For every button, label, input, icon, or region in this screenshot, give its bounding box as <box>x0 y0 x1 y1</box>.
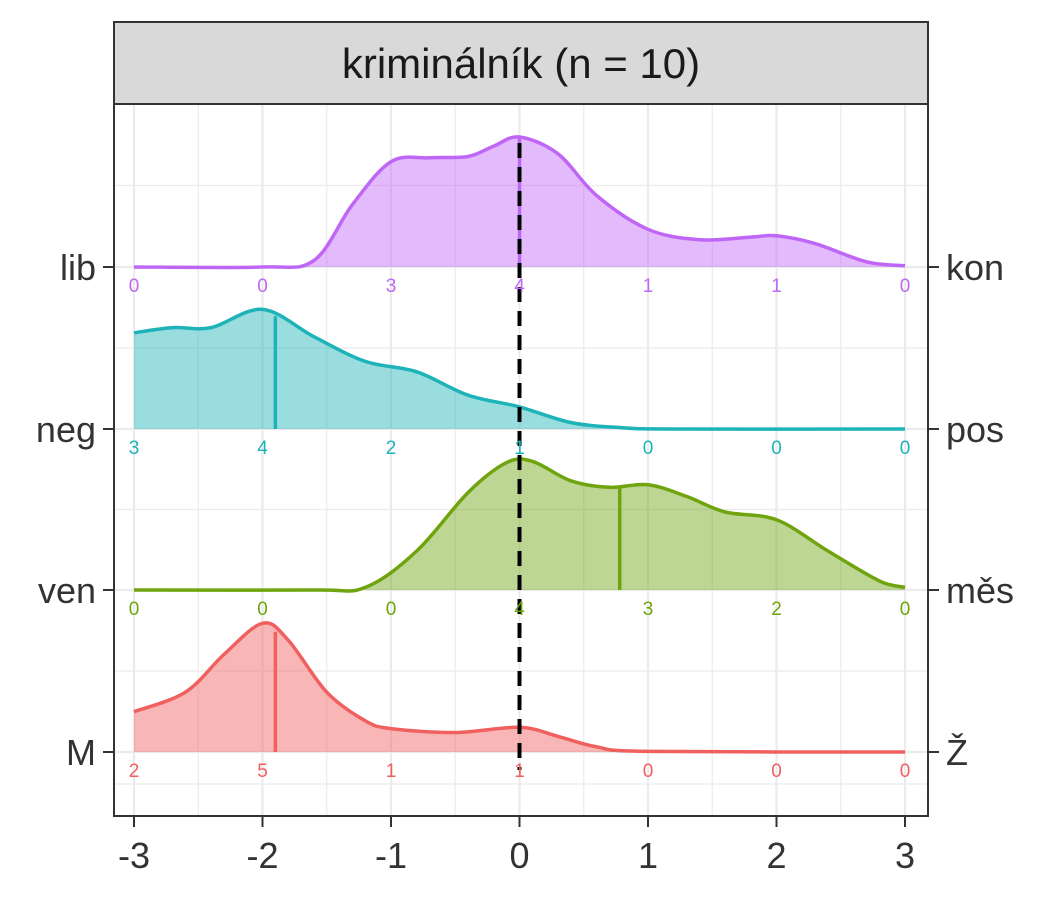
y-tick-label-right: kon <box>946 247 1004 288</box>
count-label: 0 <box>257 599 268 620</box>
count-label: 3 <box>643 599 654 620</box>
count-label: 0 <box>771 438 782 459</box>
y-tick-label-left: neg <box>36 409 96 450</box>
density-curve <box>133 307 906 431</box>
ridge-neg <box>133 307 906 431</box>
count-label: 0 <box>129 599 140 620</box>
count-label: 0 <box>771 761 782 782</box>
count-label: 1 <box>514 761 525 782</box>
density-area <box>134 622 905 752</box>
count-label: 0 <box>386 599 397 620</box>
density-curve <box>133 135 906 270</box>
y-tick-label-left: M <box>66 732 96 773</box>
count-label: 0 <box>129 276 140 297</box>
count-label: 0 <box>900 599 911 620</box>
ridge-M <box>133 621 906 754</box>
count-label: 1 <box>386 761 397 782</box>
count-label: 1 <box>643 276 654 297</box>
count-label: 0 <box>643 761 654 782</box>
count-label: 4 <box>514 276 525 297</box>
count-label: 0 <box>257 276 268 297</box>
count-label: 5 <box>257 761 268 782</box>
count-labels: 2 5 1 1 0 0 0 0 0 0 4 3 2 0 3 4 2 1 0 0 0 0 0 3 4 1 1 0 <box>129 276 911 782</box>
x-axis: -3 -2 -1 0 1 2 3 <box>118 816 915 876</box>
count-label: 2 <box>771 599 782 620</box>
x-tick-label: 2 <box>766 835 786 876</box>
plot-panel-border <box>113 103 929 817</box>
x-tick-label: 0 <box>509 835 529 876</box>
x-tick-label: 3 <box>895 835 915 876</box>
count-label: 0 <box>643 438 654 459</box>
chart-title: kriminálník (n = 10) <box>342 40 700 87</box>
count-label: 1 <box>771 276 782 297</box>
x-tick-label: -3 <box>118 835 150 876</box>
density-area <box>134 309 905 430</box>
count-label: 0 <box>900 276 911 297</box>
count-label: 0 <box>900 761 911 782</box>
count-label: 3 <box>129 438 140 459</box>
count-label: 3 <box>386 276 397 297</box>
facet-strip <box>113 21 929 105</box>
y-tick-label-left: ven <box>38 570 96 611</box>
y-tick-label-right: měs <box>946 570 1014 611</box>
count-label: 0 <box>900 438 911 459</box>
density-curve <box>133 457 906 593</box>
x-tick-label: -1 <box>375 835 407 876</box>
y-tick-label-left: lib <box>60 247 96 288</box>
ridge-ven <box>133 457 906 593</box>
y-tick-label-right: Ž <box>946 732 968 773</box>
density-curve <box>133 621 906 754</box>
count-label: 2 <box>129 761 140 782</box>
count-label: 1 <box>514 438 525 459</box>
x-tick-label: -2 <box>246 835 278 876</box>
y-tick-label-right: pos <box>946 409 1004 450</box>
count-label: 4 <box>514 599 525 620</box>
count-label: 2 <box>386 438 397 459</box>
density-area <box>134 458 905 592</box>
count-label: 4 <box>257 438 268 459</box>
x-tick-label: 1 <box>638 835 658 876</box>
